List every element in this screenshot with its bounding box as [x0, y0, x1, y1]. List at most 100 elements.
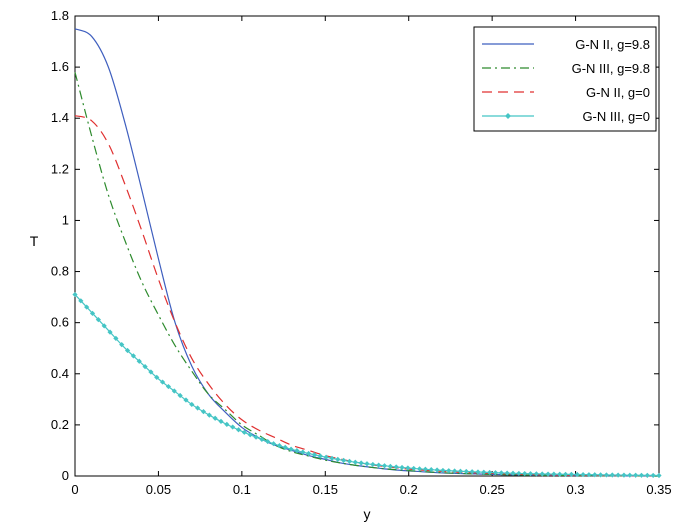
x-tick-label: 0	[71, 482, 78, 497]
data-point	[306, 450, 312, 457]
data-point	[551, 471, 557, 477]
data-point	[504, 470, 510, 476]
legend-marker	[505, 113, 511, 119]
data-point	[487, 469, 493, 476]
data-point	[323, 454, 329, 460]
data-point	[119, 342, 125, 348]
data-point	[422, 466, 428, 472]
data-point	[311, 452, 318, 458]
series-g-n-iii-g-9-8	[74, 72, 660, 477]
series-layer	[72, 28, 662, 479]
data-point	[592, 472, 598, 478]
x-tick-label: 0.35	[646, 482, 671, 497]
data-point	[492, 470, 499, 476]
data-point	[89, 310, 96, 316]
data-point	[78, 298, 84, 304]
data-point	[300, 449, 306, 455]
data-point	[457, 468, 464, 474]
data-point	[206, 412, 212, 418]
data-point	[101, 323, 107, 329]
data-point	[644, 472, 650, 478]
data-point	[142, 364, 148, 370]
x-tick-label: 0.2	[400, 482, 418, 497]
data-point	[405, 465, 411, 471]
data-point	[498, 470, 504, 476]
y-tick-label: 1.4	[51, 110, 69, 125]
data-point	[638, 472, 645, 478]
data-point	[72, 291, 78, 298]
data-point	[522, 470, 528, 477]
legend-label: G-N II, g=0	[586, 85, 650, 100]
data-point	[411, 465, 417, 472]
data-point	[469, 469, 475, 475]
data-point	[627, 472, 633, 478]
data-point	[586, 472, 592, 478]
data-point	[358, 460, 364, 466]
data-point	[370, 461, 376, 468]
legend-label: G-N III, g=9.8	[572, 61, 650, 76]
data-point	[265, 438, 271, 445]
series-line	[74, 115, 660, 477]
data-point	[364, 461, 370, 467]
y-tick-label: 0.4	[51, 366, 69, 381]
data-point	[247, 432, 253, 438]
data-point	[621, 472, 627, 478]
data-point	[510, 470, 516, 476]
data-point	[545, 471, 551, 477]
data-point	[568, 471, 574, 478]
data-point	[516, 470, 522, 477]
data-point	[224, 421, 230, 427]
y-axis-label: T	[30, 233, 39, 249]
data-point	[598, 472, 604, 478]
legend-label: G-N III, g=0	[582, 109, 650, 124]
data-point	[160, 379, 166, 385]
data-point	[136, 358, 142, 364]
x-tick-label: 0.1	[233, 482, 251, 497]
data-point	[440, 467, 446, 474]
data-point	[282, 444, 288, 450]
data-point	[562, 471, 569, 477]
data-point	[393, 464, 399, 470]
legend: G-N II, g=9.8 G-N III, g=9.8 G-N II, g=0 G-…	[473, 26, 657, 132]
data-point	[212, 415, 218, 421]
data-point	[189, 401, 195, 408]
data-point	[633, 472, 639, 478]
data-point	[270, 441, 277, 447]
data-point	[148, 369, 154, 375]
data-point	[177, 392, 183, 399]
data-point	[218, 418, 224, 424]
x-tick-label: 0.15	[313, 482, 338, 497]
data-point	[124, 347, 131, 354]
data-point	[230, 424, 236, 430]
y-tick-label: 1.8	[51, 8, 69, 23]
data-point	[95, 317, 101, 323]
data-point	[603, 472, 610, 478]
data-point	[615, 472, 621, 478]
data-point	[539, 471, 545, 477]
data-point	[434, 467, 440, 473]
data-point	[195, 405, 201, 411]
data-point	[171, 388, 177, 394]
data-point	[294, 448, 300, 454]
data-point	[533, 471, 539, 477]
data-point	[130, 353, 136, 359]
data-point	[346, 458, 353, 464]
data-point	[165, 383, 172, 390]
data-point	[381, 463, 388, 469]
y-tick-label: 0.6	[51, 315, 69, 330]
data-point	[329, 455, 335, 461]
x-tick-label: 0.05	[146, 482, 171, 497]
data-point	[341, 457, 347, 464]
y-tick-label: 0	[62, 468, 69, 483]
data-point	[235, 427, 242, 433]
data-point	[650, 472, 656, 479]
data-point	[376, 462, 382, 468]
data-point	[399, 464, 405, 471]
x-axis: 0 0.05 0.1 0.15 0.2 0.25 0.3 0.35	[71, 16, 672, 497]
data-point	[288, 446, 294, 452]
y-axis: 0 0.2 0.4 0.6 0.8 1 1.2 1.4 1.6 1.8	[51, 8, 659, 483]
data-point	[276, 442, 282, 449]
data-point	[107, 329, 113, 335]
series-g-n-iii-g-0	[72, 291, 662, 479]
